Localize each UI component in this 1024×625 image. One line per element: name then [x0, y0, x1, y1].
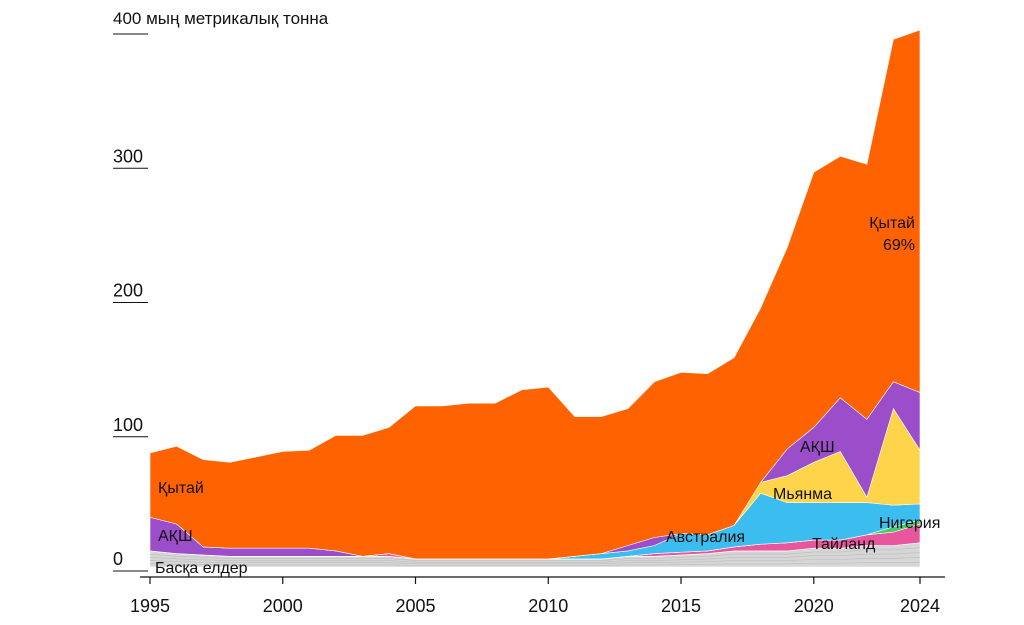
- annotation-myanmar: Мьянма: [773, 486, 832, 503]
- y-axis-labels: 0 100 200 300: [113, 146, 143, 569]
- annotation-china-left: Қытай: [158, 480, 204, 497]
- x-axis-ticks: 1995 2000 2005 2010 2015 2020 2024: [130, 577, 940, 616]
- stacked-areas: [149, 29, 921, 568]
- annotation-thailand: Тайланд: [812, 536, 876, 553]
- annotation-china-right: Қытай: [869, 215, 915, 232]
- annotation-china-share: 69%: [883, 237, 915, 254]
- annotation-other: Басқа елдер: [155, 560, 248, 577]
- annotation-usa-left: АҚШ: [158, 528, 193, 545]
- x-tick-label: 2020: [794, 596, 834, 616]
- y-tick-label: 100: [113, 415, 143, 435]
- y-tick-label: 200: [113, 281, 143, 301]
- x-tick-label: 1995: [130, 596, 170, 616]
- x-tick-label: 2015: [661, 596, 701, 616]
- y-tick-label: 0: [113, 549, 123, 569]
- y-tick-label: 300: [113, 146, 143, 166]
- x-tick-label: 2005: [395, 596, 435, 616]
- x-tick-label: 2000: [263, 596, 303, 616]
- annotation-nigeria: Нигерия: [879, 515, 940, 532]
- series-annotations: Қытай Қытай 69% АҚШ АҚШ Басқа елдер Австралия М…: [155, 215, 940, 577]
- other-country-line: [149, 552, 921, 563]
- annotation-usa-right: АҚШ: [800, 439, 835, 456]
- x-tick-label: 2024: [900, 596, 940, 616]
- annotation-australia: Австралия: [666, 529, 745, 546]
- area-china: [149, 29, 921, 560]
- other-country-line: [149, 561, 921, 566]
- y-tick-marks: [113, 33, 148, 572]
- chart-title: 400 мың метрикалық тонна: [113, 9, 329, 28]
- other-country-line: [149, 557, 921, 565]
- x-tick-label: 2010: [528, 596, 568, 616]
- other-country-line: [149, 547, 921, 561]
